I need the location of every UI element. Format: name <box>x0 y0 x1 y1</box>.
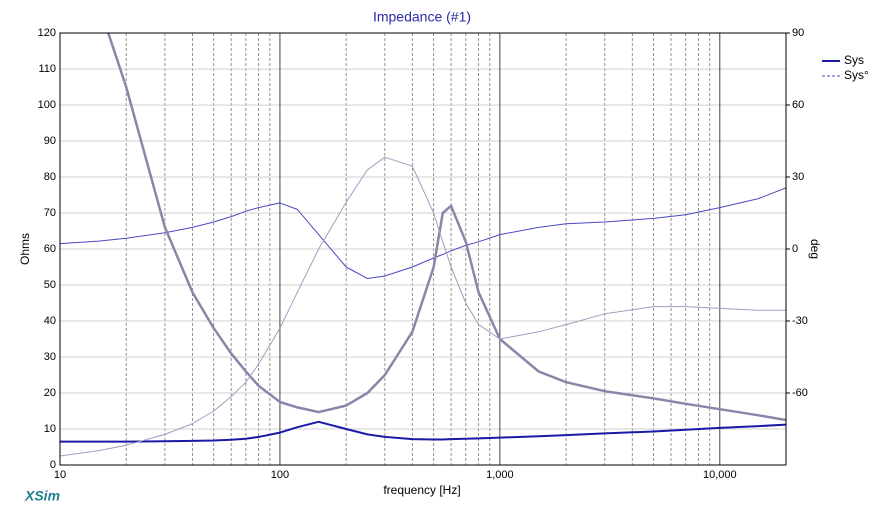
y2-tick-label: 90 <box>792 27 804 39</box>
y-tick-label: 60 <box>44 243 56 255</box>
y-tick-label: 120 <box>38 27 56 39</box>
series-line <box>60 156 786 457</box>
x-tick-label: 100 <box>271 469 289 481</box>
series-line <box>60 187 786 280</box>
y-tick-label: 50 <box>44 279 56 291</box>
y-tick-label: 0 <box>50 459 56 471</box>
x-axis-label: frequency [Hz] <box>383 483 460 497</box>
series-line <box>106 33 786 422</box>
x-tick-label: 10,000 <box>703 469 737 481</box>
legend-label: Sys° <box>844 68 869 82</box>
y2-tick-label: 0 <box>792 243 798 255</box>
plot <box>60 33 786 457</box>
grid <box>59 32 786 466</box>
y-axis-label: Ohms <box>18 233 32 265</box>
y-tick-label: 70 <box>44 207 56 219</box>
y-tick-label: 40 <box>44 315 56 327</box>
y2-axis-label: deg <box>808 239 822 259</box>
chart-title: Impedance (#1) <box>373 9 471 25</box>
y2-tick-label: -60 <box>792 387 808 399</box>
y2-tick-label: -30 <box>792 315 808 327</box>
x-tick-label: 1,000 <box>486 469 514 481</box>
y-tick-label: 90 <box>44 135 56 147</box>
y2-tick-label: 30 <box>792 171 804 183</box>
y2-tick-label: 60 <box>792 99 804 111</box>
y-tick-label: 110 <box>38 63 56 75</box>
y-tick-label: 80 <box>44 171 56 183</box>
y-tick-label: 100 <box>38 99 56 111</box>
legend-label: Sys <box>844 53 864 67</box>
y-tick-label: 10 <box>44 423 56 435</box>
x-tick-label: 10 <box>54 469 66 481</box>
series-line <box>60 420 786 443</box>
y-tick-label: 20 <box>44 387 56 399</box>
brand-logo: XSim <box>24 488 60 504</box>
y-tick-label: 30 <box>44 351 56 363</box>
